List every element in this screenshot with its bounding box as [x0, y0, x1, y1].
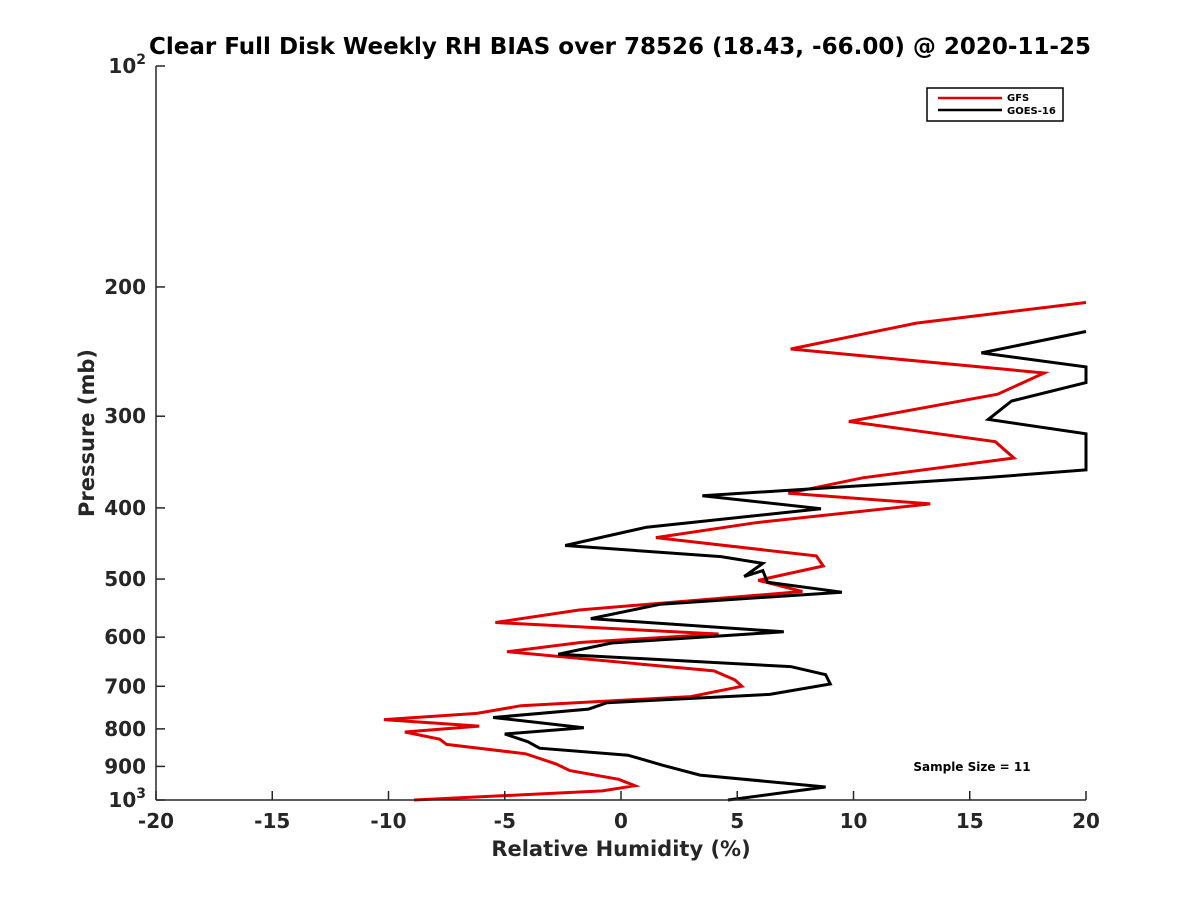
legend-label-gfs: GFS — [1007, 93, 1029, 104]
y-axis-label: Pressure (mb) — [75, 349, 99, 517]
series-line-gfs — [383, 301, 1087, 802]
y-ticks: 102 200 300 400 500 600 700 800 900 103 — [104, 52, 165, 812]
x-axis-label: Relative Humidity (%) — [491, 837, 750, 861]
y-tick-label: 800 — [104, 717, 146, 741]
series-line-goes16 — [492, 330, 1088, 802]
legend: GFS GOES-16 — [926, 87, 1064, 122]
y-tick-label: 300 — [104, 404, 146, 428]
x-tick-label: 15 — [956, 809, 984, 833]
x-tick-label: -20 — [138, 809, 174, 833]
x-tick-label: 0 — [614, 809, 628, 833]
legend-label-goes16: GOES-16 — [1007, 106, 1056, 117]
sample-size-annotation: Sample Size = 11 — [913, 760, 1030, 774]
x-tick-label: 5 — [730, 809, 744, 833]
y-tick-label: 400 — [104, 496, 146, 520]
y-tick-label: 900 — [104, 754, 146, 778]
x-tick-label: -5 — [494, 809, 516, 833]
y-tick-label: 200 — [104, 275, 146, 299]
x-tick-label: -15 — [254, 809, 290, 833]
x-tick-label: 20 — [1072, 809, 1100, 833]
legend-box — [926, 87, 1064, 122]
y-tick-label: 500 — [104, 567, 146, 591]
y-tick-label: 103 — [108, 786, 146, 812]
y-tick-label: 600 — [104, 625, 146, 649]
chart-title: Clear Full Disk Weekly RH BIAS over 7852… — [149, 34, 1091, 60]
y-tick-label: 102 — [108, 52, 146, 78]
x-ticks: -20 -15 -10 -5 0 5 10 15 20 — [138, 791, 1100, 833]
series-group — [383, 301, 1088, 802]
x-tick-label: 10 — [840, 809, 868, 833]
x-tick-label: -10 — [370, 809, 406, 833]
y-tick-label: 700 — [104, 674, 146, 698]
